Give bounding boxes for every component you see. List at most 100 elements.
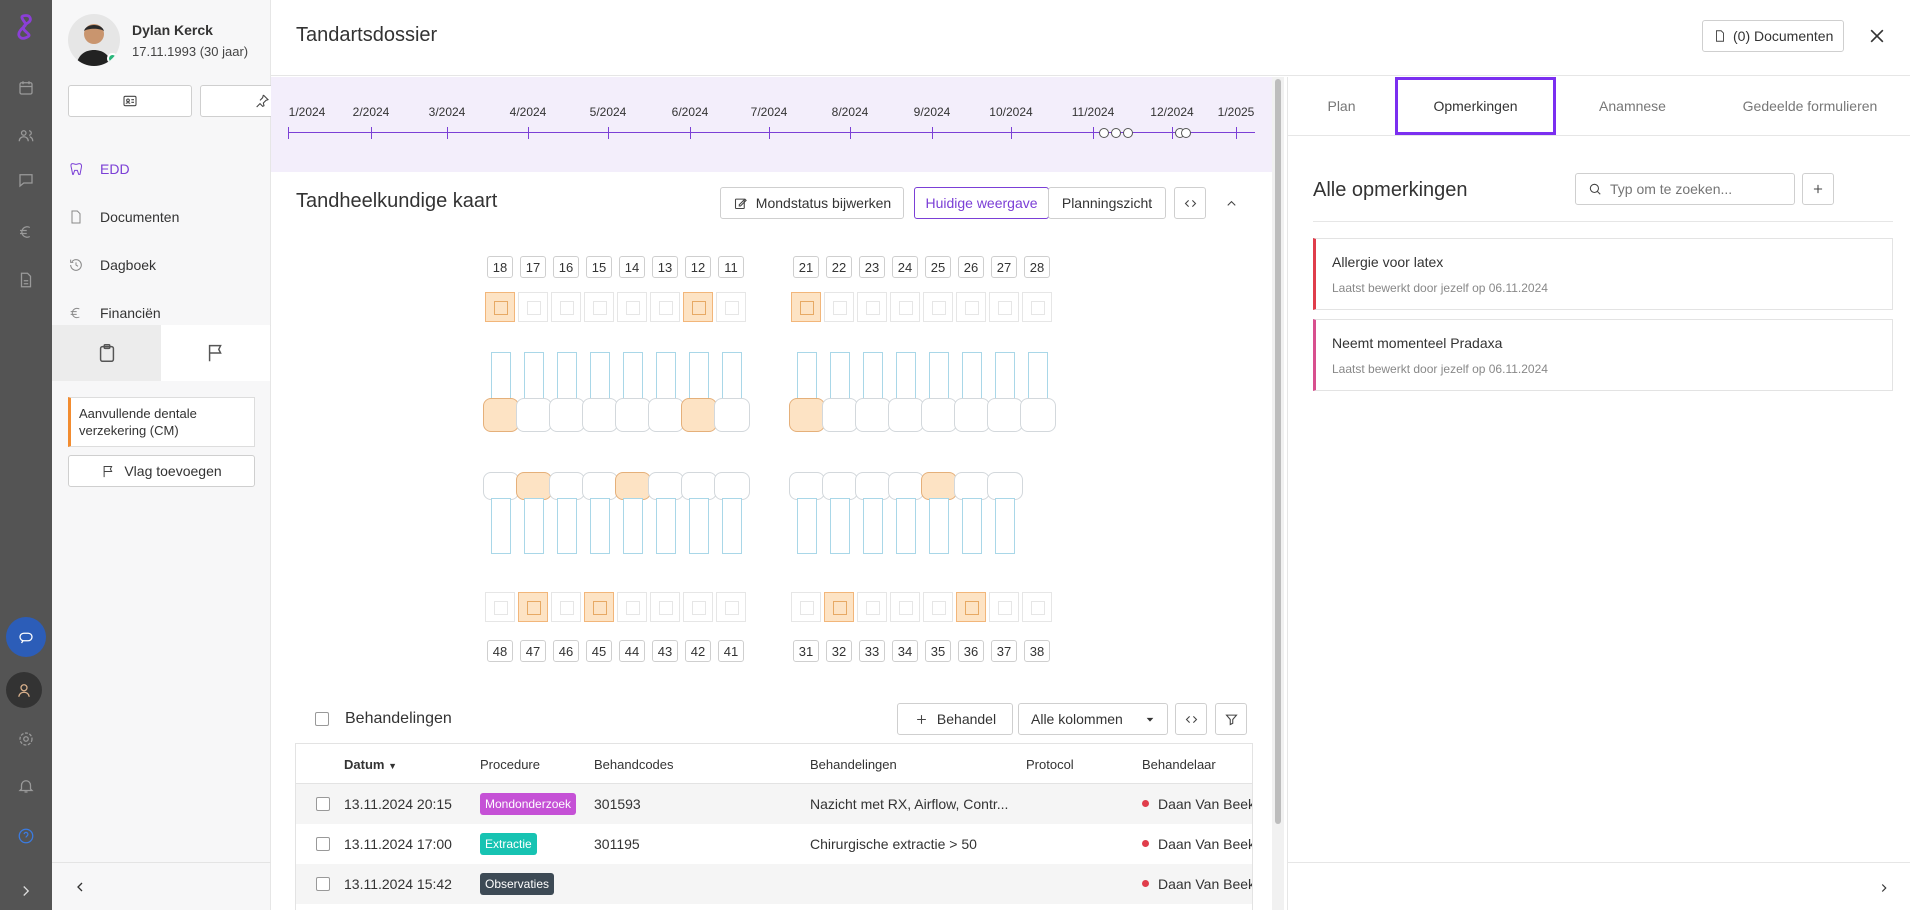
tooth-number[interactable]: 26 [958, 256, 984, 278]
tooth-crown[interactable] [516, 472, 552, 500]
tooth-crown[interactable] [681, 472, 717, 500]
patient-avatar[interactable] [68, 14, 120, 66]
col-protocol[interactable]: Protocol [1026, 757, 1074, 772]
tooth-surface-map[interactable] [857, 292, 887, 322]
expand-table-button[interactable] [1175, 703, 1207, 735]
tooth-root[interactable] [797, 352, 817, 402]
nav-item-documenten[interactable]: Documenten [68, 193, 179, 241]
tooth-number[interactable]: 18 [487, 256, 513, 278]
tooth-root[interactable] [524, 498, 544, 554]
nav-item-dagboek[interactable]: Dagboek [68, 241, 179, 289]
tooth-crown[interactable] [483, 472, 519, 500]
app-logo-icon[interactable] [12, 12, 40, 40]
tooth-root[interactable] [656, 498, 676, 554]
tooth-root[interactable] [722, 498, 742, 554]
tooth-root[interactable] [524, 352, 544, 402]
tooth-surface-map[interactable] [617, 592, 647, 622]
tooth-surface-map[interactable] [956, 292, 986, 322]
tooth-number[interactable]: 36 [958, 640, 984, 662]
contact-card-button[interactable] [68, 85, 192, 117]
tooth-surface-map[interactable] [791, 292, 821, 322]
notes-search[interactable] [1575, 173, 1795, 205]
tooth-number[interactable]: 46 [553, 640, 579, 662]
tooth-number[interactable]: 25 [925, 256, 951, 278]
tooth-root[interactable] [557, 498, 577, 554]
tooth-number[interactable]: 37 [991, 640, 1017, 662]
tooth-root[interactable] [590, 498, 610, 554]
tooth-root[interactable] [929, 352, 949, 402]
tooth-root[interactable] [830, 498, 850, 554]
table-row[interactable]: 13.11.2024 15:42 Observaties Daan Van Beek [296, 864, 1252, 904]
chevron-right-icon[interactable] [1877, 881, 1891, 895]
current-view-button[interactable]: Huidige weergave [914, 187, 1049, 219]
tooth-crown[interactable] [987, 398, 1023, 432]
tooth-root[interactable] [491, 498, 511, 554]
tooth-number[interactable]: 16 [553, 256, 579, 278]
tooth-surface-map[interactable] [551, 592, 581, 622]
tooth-root[interactable] [830, 352, 850, 402]
tooth-number[interactable]: 44 [619, 640, 645, 662]
tooth-crown[interactable] [888, 398, 924, 432]
tooth-number[interactable]: 33 [859, 640, 885, 662]
tooth-surface-map[interactable] [857, 592, 887, 622]
tooth-root[interactable] [797, 498, 817, 554]
tooth-number[interactable]: 47 [520, 640, 546, 662]
note-item[interactable]: Allergie voor latex Laatst bewerkt door … [1313, 238, 1893, 310]
tooth-crown[interactable] [822, 472, 858, 500]
tooth-root[interactable] [722, 352, 742, 402]
tooth-root[interactable] [623, 498, 643, 554]
col-procedure[interactable]: Procedure [480, 757, 540, 772]
euro-icon[interactable] [12, 218, 40, 246]
tab-plan[interactable]: Plan [1327, 98, 1356, 114]
add-flag-button[interactable]: Vlag toevoegen [68, 455, 255, 487]
tooth-number[interactable]: 24 [892, 256, 918, 278]
col-behandelaar[interactable]: Behandelaar [1142, 757, 1216, 772]
scrollbar-thumb[interactable] [1275, 79, 1281, 824]
tooth-surface-map[interactable] [683, 292, 713, 322]
tooth-surface-map[interactable] [1022, 592, 1052, 622]
tooth-crown[interactable] [789, 472, 825, 500]
tab-clipboard[interactable] [52, 325, 161, 381]
tab-opmerkingen[interactable]: Opmerkingen [1395, 77, 1556, 135]
table-row[interactable]: 13.11.2024 20:15 Mondonderzoek 301593 Nazic… [296, 784, 1252, 824]
nav-item-financien[interactable]: Financiën [68, 289, 179, 337]
documents-button[interactable]: (0) Documenten [1702, 20, 1845, 52]
chat-icon[interactable] [12, 166, 40, 194]
support-chat-icon[interactable] [6, 617, 46, 657]
add-note-button[interactable] [1802, 173, 1834, 205]
tooth-number[interactable]: 21 [793, 256, 819, 278]
tooth-surface-map[interactable] [890, 592, 920, 622]
timeline-event-marker[interactable] [1099, 128, 1109, 138]
user-avatar[interactable] [6, 672, 42, 708]
tooth-surface-map[interactable] [518, 592, 548, 622]
tooth-root[interactable] [863, 498, 883, 554]
tooth-root[interactable] [896, 498, 916, 554]
expand-rail-icon[interactable] [12, 877, 40, 905]
tooth-surface-map[interactable] [824, 292, 854, 322]
tooth-number[interactable]: 42 [685, 640, 711, 662]
expand-width-button[interactable] [1174, 187, 1206, 219]
row-checkbox[interactable] [316, 797, 330, 811]
timeline-event-marker[interactable] [1111, 128, 1121, 138]
filter-button[interactable] [1215, 703, 1247, 735]
tooth-crown[interactable] [483, 398, 519, 432]
tooth-surface-map[interactable] [989, 292, 1019, 322]
col-behandelingen[interactable]: Behandelingen [810, 757, 897, 772]
tooth-number[interactable]: 22 [826, 256, 852, 278]
tab-anamnese[interactable]: Anamnese [1599, 98, 1666, 114]
tooth-number[interactable]: 32 [826, 640, 852, 662]
nav-item-edd[interactable]: EDD [68, 145, 179, 193]
tooth-root[interactable] [590, 352, 610, 402]
tooth-crown[interactable] [987, 472, 1023, 500]
tooth-number[interactable]: 27 [991, 256, 1017, 278]
row-checkbox[interactable] [316, 877, 330, 891]
tooth-crown[interactable] [822, 398, 858, 432]
tooth-crown[interactable] [516, 398, 552, 432]
tooth-number[interactable]: 23 [859, 256, 885, 278]
tooth-crown[interactable] [615, 398, 651, 432]
tooth-crown[interactable] [582, 398, 618, 432]
tooth-crown[interactable] [789, 398, 825, 432]
tooth-number[interactable]: 13 [652, 256, 678, 278]
timeline-event-marker[interactable] [1181, 128, 1191, 138]
tooth-number[interactable]: 17 [520, 256, 546, 278]
